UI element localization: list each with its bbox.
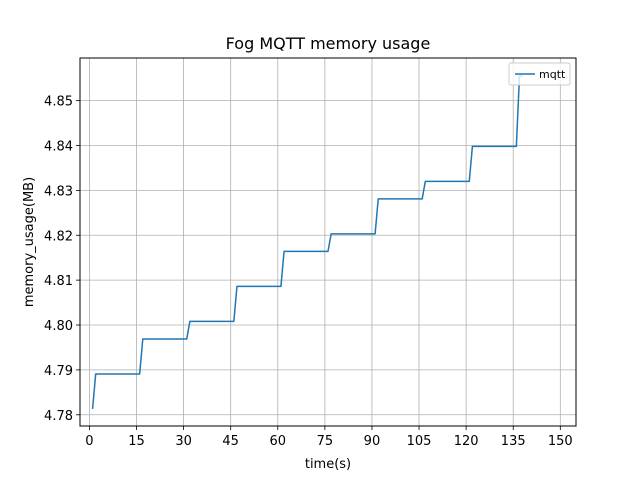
legend: mqtt [508,62,571,86]
x-tick-label: 15 [128,434,145,449]
y-axis: 4.78 4.79 4.80 4.81 4.82 4.83 4.84 4.85 [44,95,80,424]
x-tick-label: 135 [501,434,526,449]
y-tick-label: 4.85 [44,95,73,110]
y-tick-label: 4.78 [44,409,73,424]
y-tick-label: 4.79 [44,364,73,379]
plot-area-frame [79,57,577,427]
grid [80,58,576,426]
x-tick-label: 90 [364,434,381,449]
y-tick-label: 4.84 [44,140,73,155]
x-axis: 0 15 30 45 60 75 90 105 120 135 150 [85,426,573,449]
x-tick-label: 30 [175,434,192,449]
series-layer [91,75,523,410]
x-tick-label: 0 [85,434,93,449]
x-tick-label: 120 [454,434,479,449]
x-tick-label: 45 [222,434,239,449]
x-tick-label: 60 [269,434,286,449]
legend-box [508,62,571,86]
x-tick-label: 105 [407,434,432,449]
y-tick-label: 4.82 [44,229,73,244]
x-axis-label: time(s) [305,457,351,472]
legend-label-mqtt: mqtt [539,68,566,81]
x-tick-label: 75 [317,434,334,449]
x-tick-label: 150 [548,434,573,449]
y-tick-label: 4.80 [44,319,73,334]
y-axis-label: memory_usage(MB) [22,177,37,307]
chart-title: Fog MQTT memory usage [226,34,431,53]
y-tick-label: 4.81 [44,274,73,289]
y-tick-label: 4.83 [44,184,73,199]
series-line-mqtt [91,75,523,410]
